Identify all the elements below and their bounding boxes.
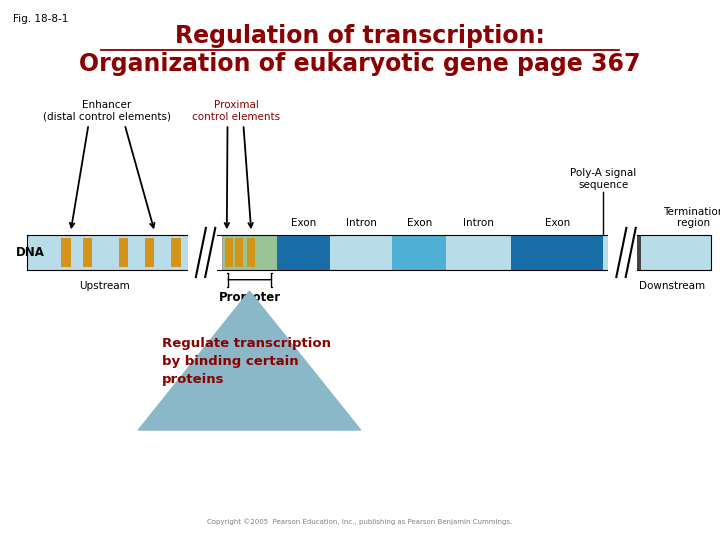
Text: Intron: Intron: [464, 218, 494, 228]
Text: Regulation of transcription:: Regulation of transcription:: [175, 24, 545, 48]
Bar: [235, 238, 243, 267]
Text: Promoter: Promoter: [218, 291, 281, 303]
Text: Downstream: Downstream: [639, 281, 705, 291]
Text: DNA: DNA: [16, 246, 45, 259]
Bar: [631, 235, 641, 270]
Bar: [145, 238, 154, 267]
Bar: [608, 225, 637, 280]
Text: Copyright ©2005  Pearson Education, Inc., publishing as Pearson Benjamin Cumming: Copyright ©2005 Pearson Education, Inc.,…: [207, 518, 513, 525]
Text: Enhancer
(distal control elements): Enhancer (distal control elements): [42, 100, 171, 122]
Bar: [61, 238, 71, 267]
Bar: [188, 225, 217, 280]
Bar: [603, 235, 616, 270]
Text: Upstream: Upstream: [79, 281, 130, 291]
Bar: [247, 238, 255, 267]
Text: Organization of eukaryotic gene page 367: Organization of eukaryotic gene page 367: [79, 52, 641, 76]
Text: Termination
region: Termination region: [662, 207, 720, 228]
Bar: [392, 235, 446, 270]
Text: Exon: Exon: [291, 218, 316, 228]
Text: Proximal
control elements: Proximal control elements: [192, 100, 280, 122]
Text: Regulate transcription
by binding certain
proteins: Regulate transcription by binding certai…: [162, 338, 331, 387]
Text: Intron: Intron: [346, 218, 377, 228]
Bar: [277, 235, 330, 270]
Bar: [27, 235, 193, 270]
Bar: [330, 235, 392, 270]
Bar: [511, 235, 603, 270]
Bar: [631, 235, 711, 270]
Bar: [119, 238, 128, 267]
Text: Poly-A signal
sequence: Poly-A signal sequence: [570, 168, 636, 190]
Text: Exon: Exon: [544, 218, 570, 228]
Text: Fig. 18-8-1: Fig. 18-8-1: [13, 14, 68, 24]
Bar: [83, 238, 92, 267]
Bar: [222, 235, 277, 270]
Bar: [171, 238, 181, 267]
Bar: [446, 235, 511, 270]
Bar: [225, 238, 233, 267]
Text: Exon: Exon: [407, 218, 432, 228]
